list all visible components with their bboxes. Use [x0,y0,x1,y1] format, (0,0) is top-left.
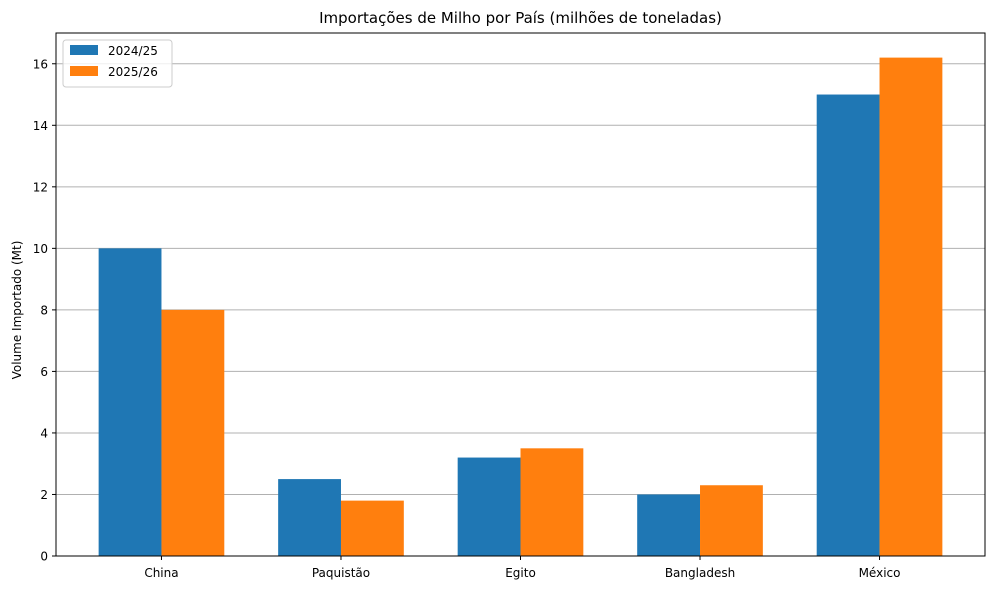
bar-2024/25-China [98,248,162,556]
legend: 2024/25 2025/26 [62,39,173,88]
bar-2025/26-Egito [520,448,584,556]
y-tick-label: 14 [33,119,48,133]
bar-2024/25-Egito [457,457,521,556]
legend-swatch [70,66,98,76]
chart-title: Importações de Milho por País (milhões d… [319,9,722,27]
y-tick-label: 2 [40,488,48,502]
legend-label: 2024/25 [108,44,158,58]
y-tick-label: 8 [40,303,48,317]
bar-2025/26-China [161,309,225,556]
bar-2025/26-Bangladesh [700,485,763,556]
x-tick-label: Egito [505,566,536,580]
y-tick-label: 6 [40,365,48,379]
bar-2025/26-México [879,57,943,557]
x-tick-label: Bangladesh [665,566,735,580]
y-tick-label: 10 [33,242,48,256]
bar-2025/26-Paquistão [340,500,404,556]
y-tick-label: 16 [33,57,48,71]
bar-2024/25-México [816,94,880,556]
y-axis-label: Volume Importado (Mt) [10,241,24,380]
bar-2024/25-Bangladesh [637,494,701,556]
x-tick-label: China [144,566,178,580]
x-tick-label: Paquistão [312,566,370,580]
legend-swatch [70,45,98,55]
y-tick-label: 12 [33,180,48,194]
x-axis-ticks: China Paquistão Egito Bangladesh México [144,556,900,580]
bar-2024/25-Paquistão [278,479,341,556]
x-tick-label: México [859,566,901,580]
y-tick-label: 0 [40,550,48,564]
bars [98,57,943,557]
y-axis-ticks: 0 2 4 6 8 10 12 14 16 [33,57,56,564]
y-tick-label: 4 [40,426,48,440]
legend-label: 2025/26 [108,65,158,79]
